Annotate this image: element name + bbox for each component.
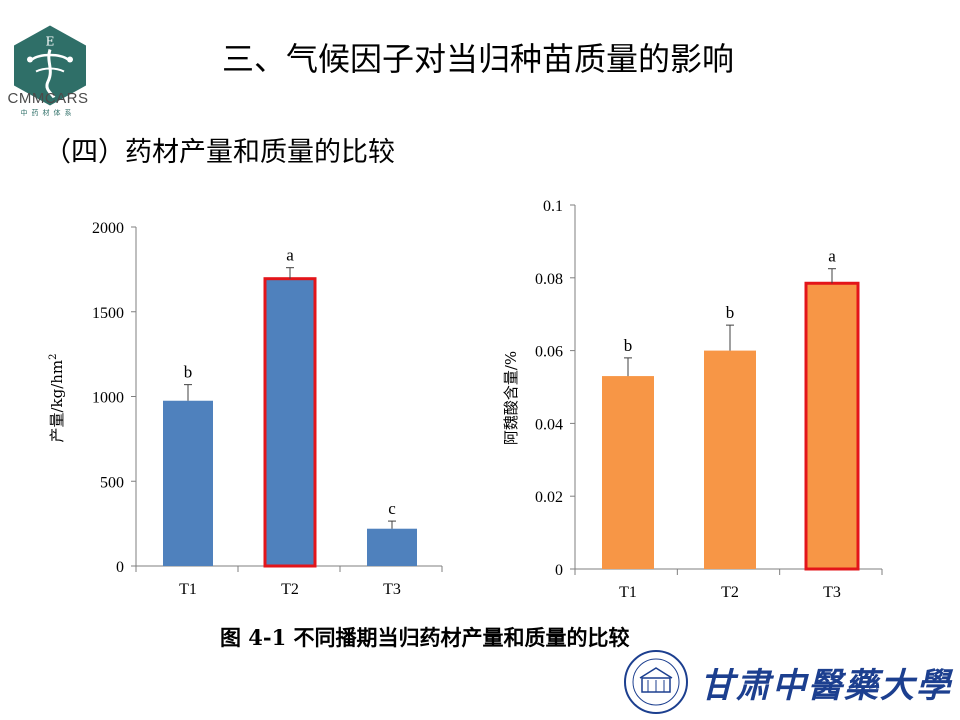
chart-2: 0 0.02 0.04 0.06 0.08 0.1 b T1 b T2 a T3 阿魏酸含量/% [502,198,883,601]
y-axis-label: 阿魏酸含量/% [502,351,520,445]
significance-label: c [388,499,396,518]
x-tick-label: T1 [179,581,197,598]
significance-label: a [828,247,836,266]
y-tick-label: 0.08 [535,271,563,288]
significance-label: b [726,303,735,322]
y-tick-label: 1000 [92,390,124,407]
y-tick-label: 0.1 [543,198,563,215]
y-tick-label: 0 [555,562,563,579]
y-axis-label: 产量/kg/hm2 [48,353,66,442]
significance-label: b [624,336,633,355]
significance-label: a [286,246,294,265]
x-tick-label: T2 [721,584,739,601]
bar-t3 [804,281,860,571]
y-axis-label-superscript: 2 [48,353,59,359]
y-tick-label: 500 [100,474,124,491]
x-tick-label: T1 [619,584,637,601]
bar-t2 [704,350,756,569]
university-name: 甘肃中醫藥大學 [700,666,952,706]
y-tick-label: 0.04 [535,416,563,433]
y-tick-label: 0.06 [535,344,563,361]
y-tick-label: 1500 [92,305,124,322]
section-title: （四）药材产量和质量的比较 [44,137,395,168]
x-tick-label: T3 [383,581,401,598]
bar-t1 [602,376,654,569]
bar-t1 [163,400,213,566]
chart-1: 0 500 1000 1500 2000 b T1 a T2 c T3 产量/kg/hm2 [48,220,443,598]
bar-t3 [367,528,417,566]
svg-text:E: E [46,35,55,49]
x-tick-label: T2 [281,581,299,598]
university-emblem-icon [624,650,688,714]
significance-label: b [184,363,193,382]
y-tick-label: 2000 [92,220,124,237]
x-tick-label: T3 [823,584,841,601]
logo-subtitle: 中药材体系 [20,109,76,117]
cmmcars-hexagon-logo: E [14,25,86,106]
y-tick-label: 0 [116,559,124,576]
figure-caption: 图 4-1 不同播期当归药材产量和质量的比较 [220,625,630,650]
page-title: 三、气候因子对当归种苗质量的影响 [222,40,735,78]
y-tick-label: 0.02 [535,489,563,506]
logo-name: CMMCARS [7,90,89,107]
bar-t2 [263,277,317,568]
